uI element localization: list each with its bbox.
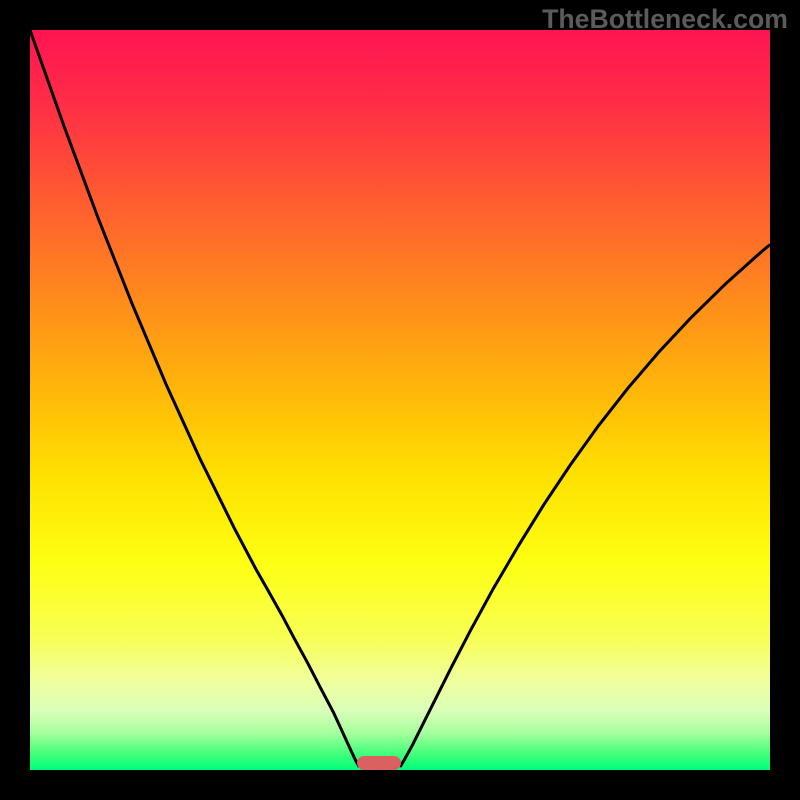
canvas: TheBottleneck.com (0, 0, 800, 800)
bottleneck-curves (30, 30, 770, 770)
right-curve (400, 245, 770, 767)
plot-area (30, 30, 770, 770)
optimal-marker (357, 756, 401, 770)
left-curve (30, 30, 359, 767)
watermark-text: TheBottleneck.com (542, 4, 788, 35)
